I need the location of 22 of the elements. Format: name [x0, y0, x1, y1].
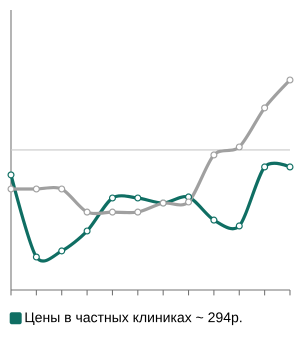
legend-label: Цены в частных клиниках ~ 294р.: [26, 312, 242, 326]
point: [134, 194, 142, 202]
point: [210, 216, 218, 224]
point: [286, 76, 294, 84]
point: [108, 208, 116, 216]
point: [58, 185, 66, 193]
point: [58, 247, 66, 254]
point: [84, 227, 91, 235]
point: [261, 104, 268, 112]
point: [185, 198, 192, 206]
point: [261, 163, 268, 170]
point: [210, 151, 218, 159]
point: [7, 185, 15, 193]
point: [84, 208, 91, 216]
point: [32, 185, 40, 193]
point: [134, 208, 142, 216]
point: [108, 194, 116, 202]
point: [236, 143, 243, 151]
point: [286, 163, 294, 170]
point: [32, 253, 40, 261]
point: [236, 222, 243, 230]
point: [7, 171, 15, 178]
